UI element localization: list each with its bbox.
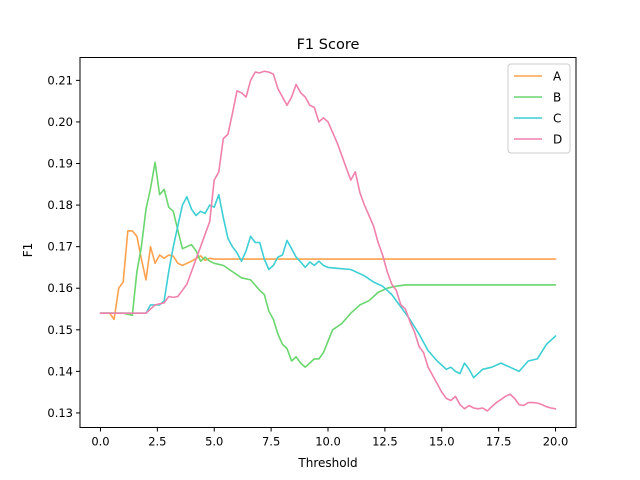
x-tick-label: 2.5 (148, 435, 166, 449)
axis-ticks: 0.0 2.5 5.0 7.5 10.0 12.5 15.0 17.5 20.0 0.13 0.14… (47, 73, 568, 448)
y-axis-label: F1 (21, 243, 35, 258)
plot-frame (79, 57, 577, 428)
x-tick-label: 7.5 (262, 435, 280, 449)
x-tick-label: 20.0 (543, 435, 569, 449)
legend-label: C (553, 112, 561, 126)
x-tick-label: 0.0 (91, 435, 109, 449)
legend-label: A (553, 70, 562, 84)
series-line-b (99, 161, 557, 369)
series-line-d (99, 70, 557, 412)
y-tick-label: 0.21 (47, 73, 73, 87)
y-tick-label: 0.20 (47, 115, 73, 129)
x-tick-label: 17.5 (486, 435, 512, 449)
x-axis-label: Threshold (297, 456, 357, 470)
x-tick-label: 5.0 (205, 435, 223, 449)
series-lines (99, 70, 557, 412)
x-tick-label: 15.0 (429, 435, 455, 449)
y-tick-label: 0.17 (47, 240, 73, 254)
legend-box (507, 63, 571, 154)
y-tick-label: 0.13 (47, 406, 73, 420)
chart-title: F1 Score (297, 37, 360, 53)
y-tick-label: 0.15 (47, 323, 73, 337)
y-tick-label: 0.16 (47, 281, 73, 295)
x-tick-label: 12.5 (372, 435, 398, 449)
series-line-c (99, 193, 557, 379)
y-tick-label: 0.18 (47, 198, 73, 212)
legend-label: B (553, 91, 561, 105)
x-tick-label: 10.0 (315, 435, 341, 449)
series-line-a (99, 230, 557, 321)
y-tick-label: 0.19 (47, 157, 73, 171)
legend-label: D (553, 133, 562, 147)
y-tick-label: 0.14 (47, 364, 73, 378)
